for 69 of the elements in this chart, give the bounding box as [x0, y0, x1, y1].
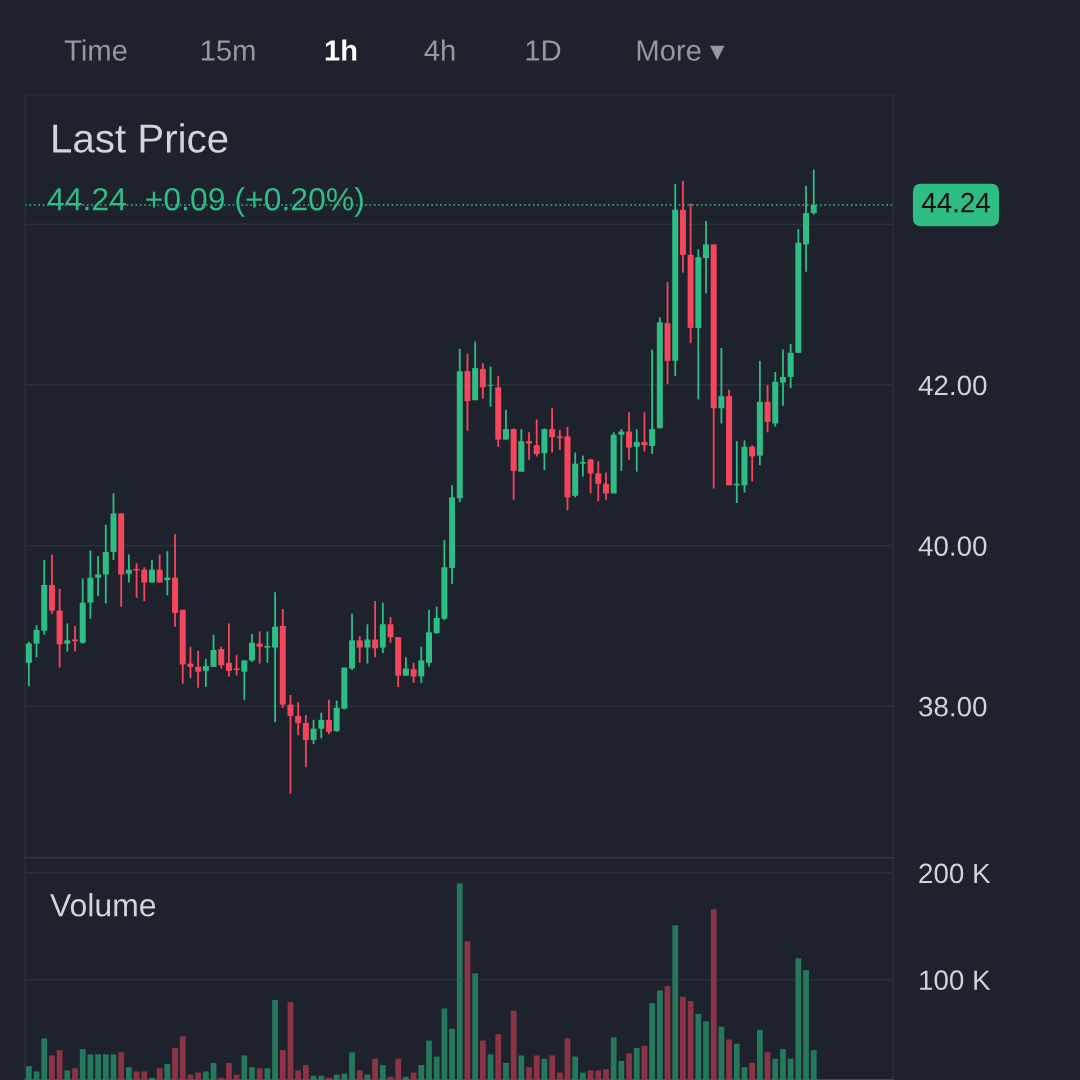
candlestick [272, 591, 279, 724]
text: Last Price [53, 123, 228, 153]
candlestick [649, 348, 656, 455]
candlestick [379, 601, 386, 655]
candlestick [718, 347, 725, 425]
candlestick [225, 622, 232, 678]
candlestick [533, 418, 540, 458]
candlestick [618, 428, 625, 472]
candlestick [195, 649, 202, 689]
candlestick [148, 559, 155, 584]
candlestick [372, 600, 379, 659]
candlestick [779, 348, 786, 407]
candlestick [325, 698, 332, 736]
candlestick [479, 362, 486, 400]
candlestick [202, 657, 209, 688]
y-tick-label: 38.00 [919, 696, 987, 717]
y-tick-label: 100 K [920, 970, 991, 991]
candlestick [579, 454, 586, 478]
candlestick [418, 645, 425, 684]
candlestick [356, 635, 363, 664]
candlestick [249, 633, 255, 663]
candlestick [125, 553, 132, 584]
text: Volume [50, 893, 156, 917]
candlestick [410, 661, 417, 684]
candlestick [595, 460, 602, 503]
y-tick-label: 200 K [919, 863, 991, 884]
candlestick [626, 411, 633, 461]
ref-line-label: 44.24 [921, 192, 990, 213]
candlestick [641, 411, 648, 453]
candlestick [264, 630, 271, 664]
text: 1h [325, 39, 357, 61]
candlestick [387, 616, 394, 644]
candlestick [587, 457, 594, 495]
candlestick [218, 645, 225, 670]
candlestick [295, 701, 302, 737]
text: More ▾ [637, 40, 725, 61]
text: 44.24 +0.09 (+0.20%) [47, 187, 363, 217]
candlestick [310, 718, 317, 745]
candlestick [549, 407, 556, 454]
candlestick [302, 714, 309, 769]
candlestick [602, 471, 609, 501]
candlestick [102, 523, 109, 605]
text: 1D [526, 40, 561, 61]
candlestick [156, 553, 163, 584]
text: 15m [201, 40, 255, 61]
candlestick [241, 659, 248, 701]
candlestick [233, 653, 240, 677]
candlestick [287, 694, 294, 795]
candlestick [526, 431, 533, 461]
y-tick-label: 42.00 [918, 375, 987, 396]
candlestick [25, 641, 32, 688]
y-tick-label: 40.00 [918, 536, 987, 556]
candlestick [256, 630, 263, 665]
candlestick [318, 711, 325, 740]
text: Time [64, 39, 127, 61]
candlestick [749, 444, 756, 483]
candlestick [187, 645, 194, 679]
candlestick [487, 365, 494, 408]
candlestick [95, 555, 102, 598]
candlestick [141, 566, 148, 602]
candlestick [502, 408, 509, 441]
candlestick [210, 633, 217, 668]
candlestick [633, 428, 640, 473]
candlestick [402, 656, 409, 677]
candlestick [64, 622, 71, 653]
text: 4h [424, 39, 455, 61]
candlestick [703, 220, 710, 295]
candlestick [364, 623, 371, 665]
candlestick [764, 384, 771, 434]
